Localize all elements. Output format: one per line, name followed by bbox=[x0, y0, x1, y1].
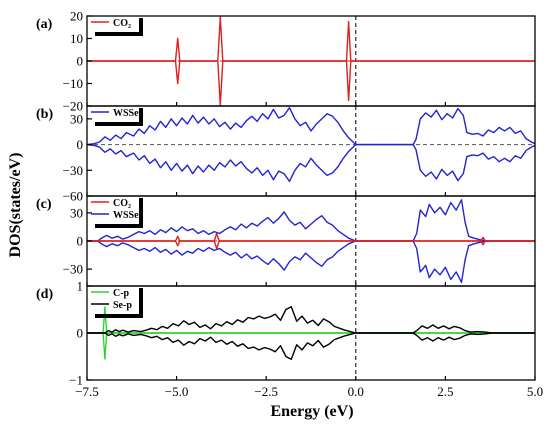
y-tick-label: 0 bbox=[77, 234, 84, 249]
legend-label: C-p bbox=[113, 288, 130, 299]
panel-label: (b) bbox=[36, 107, 53, 122]
series-line-WSSe-up bbox=[87, 199, 535, 242]
panel-0: 20 10 0 −10 −20 (a) CO₂ bbox=[36, 9, 536, 114]
x-tick-label: 2.5 bbox=[437, 384, 453, 399]
series-line-CO₂-up bbox=[87, 232, 535, 242]
y-axis-label: DOS(states/eV) bbox=[7, 153, 24, 258]
legend-shadow-right bbox=[139, 18, 143, 32]
series-group bbox=[87, 16, 535, 106]
series-line-WSSe-up bbox=[87, 106, 535, 146]
y-tick-label: 0 bbox=[77, 137, 84, 152]
legend-shadow-bottom bbox=[95, 122, 143, 126]
y-tick-label: 0 bbox=[77, 54, 84, 69]
x-tick-label: −5.0 bbox=[165, 384, 189, 399]
series-group bbox=[87, 106, 535, 183]
x-tick-label: −2.5 bbox=[254, 384, 278, 399]
x-axis-label: Energy (eV) bbox=[270, 403, 353, 420]
y-tick-label: 1 bbox=[77, 279, 84, 294]
y-tick-label: −1 bbox=[69, 373, 83, 388]
y-tick-label: −20 bbox=[63, 99, 83, 114]
legend-shadow-bottom bbox=[95, 314, 143, 318]
legend-label: WSSe bbox=[113, 108, 139, 119]
series-group bbox=[87, 306, 535, 360]
legend-shadow-right bbox=[139, 198, 143, 224]
series-line-CO₂-up bbox=[87, 16, 535, 62]
x-tick-label: −7.5 bbox=[75, 384, 99, 399]
y-tick-label: 0 bbox=[77, 326, 84, 341]
legend-label: CO₂ bbox=[113, 18, 131, 29]
legend-label: CO₂ bbox=[113, 198, 131, 209]
series-group bbox=[87, 199, 535, 283]
series-line-Se-p-down bbox=[87, 332, 535, 360]
x-tick-label: 0.0 bbox=[348, 384, 364, 399]
y-tick-label: 10 bbox=[70, 31, 83, 46]
panel-3: 1 0 −1 (d) C-pSe-p bbox=[36, 279, 536, 388]
panel-1: 30 0 −30 −60 (b) WSSe bbox=[36, 105, 536, 204]
y-tick-label: −10 bbox=[63, 76, 83, 91]
y-tick-label: 30 bbox=[70, 205, 83, 220]
panel-frame bbox=[86, 105, 536, 197]
legend-shadow-right bbox=[139, 108, 143, 122]
y-tick-label: −30 bbox=[63, 262, 83, 277]
series-line-CO₂-down bbox=[87, 60, 535, 106]
series-line-CO₂-down bbox=[87, 240, 535, 250]
legend-shadow-bottom bbox=[95, 224, 143, 228]
legend-shadow-bottom bbox=[95, 32, 143, 36]
legend-shadow-right bbox=[139, 288, 143, 314]
x-tick-label: 5.0 bbox=[527, 384, 543, 399]
y-tick-label: −60 bbox=[63, 189, 83, 204]
series-line-WSSe-down bbox=[87, 143, 535, 183]
panel-label: (d) bbox=[36, 287, 53, 302]
panel-label: (c) bbox=[36, 197, 52, 212]
series-line-WSSe-down bbox=[87, 240, 535, 283]
legend-label: Se-p bbox=[113, 300, 132, 311]
series-line-Se-p-up bbox=[87, 306, 535, 334]
y-tick-label: 30 bbox=[70, 111, 83, 126]
legend-label: WSSe bbox=[113, 210, 139, 221]
y-tick-label: 20 bbox=[70, 9, 83, 24]
y-tick-label: −30 bbox=[63, 163, 83, 178]
panel-label: (a) bbox=[36, 17, 53, 32]
